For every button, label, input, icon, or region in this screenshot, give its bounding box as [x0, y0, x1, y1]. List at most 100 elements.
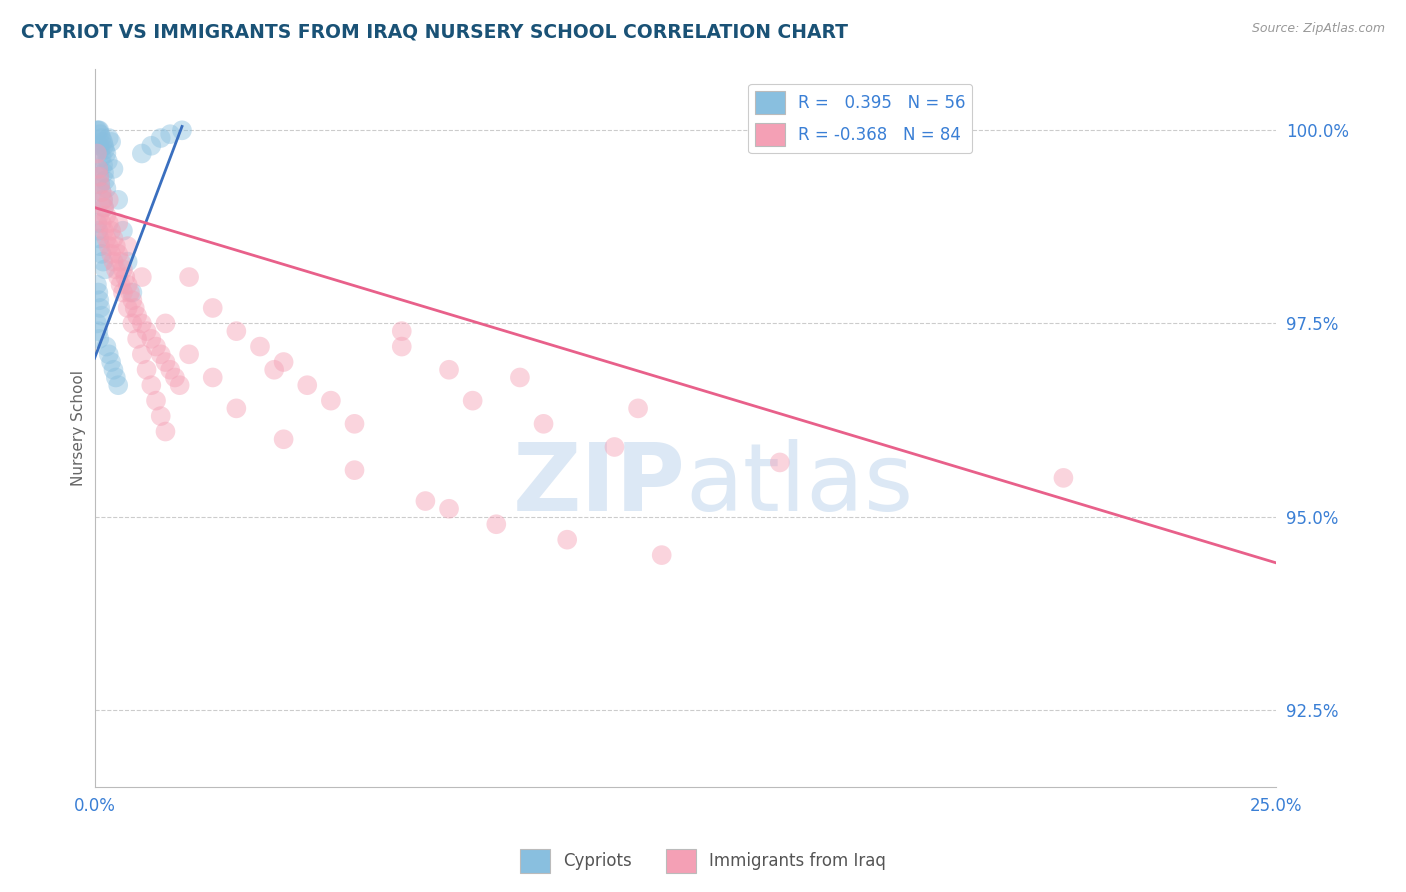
Legend: Cypriots, Immigrants from Iraq: Cypriots, Immigrants from Iraq — [513, 842, 893, 880]
Point — [89, 239, 111, 253]
Point — [159, 363, 181, 377]
Point — [91, 135, 114, 149]
Point — [107, 247, 129, 261]
Point — [155, 425, 177, 439]
Point — [91, 254, 114, 268]
Point — [104, 239, 127, 253]
Point — [87, 224, 110, 238]
Point — [319, 393, 342, 408]
Point — [555, 533, 578, 547]
Point — [201, 301, 224, 315]
Point — [89, 169, 111, 184]
Point — [100, 135, 122, 149]
Point — [170, 123, 193, 137]
Point — [273, 355, 295, 369]
Point — [124, 301, 146, 315]
Legend: R =   0.395   N = 56, R = -0.368   N = 84: R = 0.395 N = 56, R = -0.368 N = 84 — [748, 84, 973, 153]
Point — [90, 247, 112, 261]
Point — [107, 378, 129, 392]
Point — [225, 324, 247, 338]
Point — [415, 494, 437, 508]
Point — [90, 150, 112, 164]
Point — [159, 127, 181, 141]
Point — [93, 138, 115, 153]
Point — [127, 309, 149, 323]
Point — [89, 208, 111, 222]
Point — [94, 173, 117, 187]
Point — [225, 401, 247, 416]
Point — [96, 231, 118, 245]
Point — [141, 138, 163, 153]
Point — [86, 123, 108, 137]
Point — [90, 309, 112, 323]
Point — [121, 317, 143, 331]
Point — [114, 270, 136, 285]
Point — [86, 277, 108, 292]
Point — [131, 317, 153, 331]
Point — [90, 185, 112, 199]
Point — [111, 285, 134, 300]
Point — [97, 216, 120, 230]
Point — [391, 324, 413, 338]
Point — [89, 293, 111, 308]
Point — [111, 262, 134, 277]
Point — [91, 193, 114, 207]
Point — [177, 270, 200, 285]
Point — [107, 193, 129, 207]
Point — [111, 224, 134, 238]
Point — [100, 224, 122, 238]
Point — [89, 301, 111, 315]
Point — [107, 216, 129, 230]
Point — [89, 169, 111, 184]
Point — [91, 158, 114, 172]
Point — [117, 254, 139, 268]
Point — [100, 355, 122, 369]
Point — [127, 332, 149, 346]
Point — [169, 378, 191, 392]
Point — [104, 262, 127, 277]
Point — [87, 123, 110, 137]
Point — [135, 363, 157, 377]
Point — [131, 270, 153, 285]
Point — [90, 131, 112, 145]
Point — [117, 301, 139, 315]
Point — [93, 201, 115, 215]
Point — [627, 401, 650, 416]
Point — [96, 340, 118, 354]
Point — [97, 239, 120, 253]
Point — [86, 146, 108, 161]
Point — [263, 363, 285, 377]
Point — [104, 370, 127, 384]
Point — [96, 146, 118, 161]
Point — [145, 393, 167, 408]
Point — [89, 231, 111, 245]
Point — [117, 239, 139, 253]
Point — [89, 143, 111, 157]
Point — [107, 270, 129, 285]
Point — [90, 185, 112, 199]
Point — [121, 285, 143, 300]
Point — [117, 277, 139, 292]
Point — [145, 340, 167, 354]
Point — [103, 363, 125, 377]
Point — [149, 347, 172, 361]
Point — [155, 355, 177, 369]
Point — [533, 417, 555, 431]
Point — [155, 317, 177, 331]
Point — [93, 201, 115, 215]
Point — [131, 347, 153, 361]
Y-axis label: Nursery School: Nursery School — [72, 369, 86, 485]
Point — [93, 224, 115, 238]
Text: atlas: atlas — [685, 439, 914, 531]
Point — [96, 208, 118, 222]
Point — [89, 123, 111, 137]
Point — [437, 501, 460, 516]
Point — [273, 432, 295, 446]
Point — [141, 332, 163, 346]
Point — [89, 178, 111, 192]
Point — [651, 548, 673, 562]
Point — [89, 178, 111, 192]
Point — [97, 193, 120, 207]
Text: ZIP: ZIP — [512, 439, 685, 531]
Point — [97, 154, 120, 169]
